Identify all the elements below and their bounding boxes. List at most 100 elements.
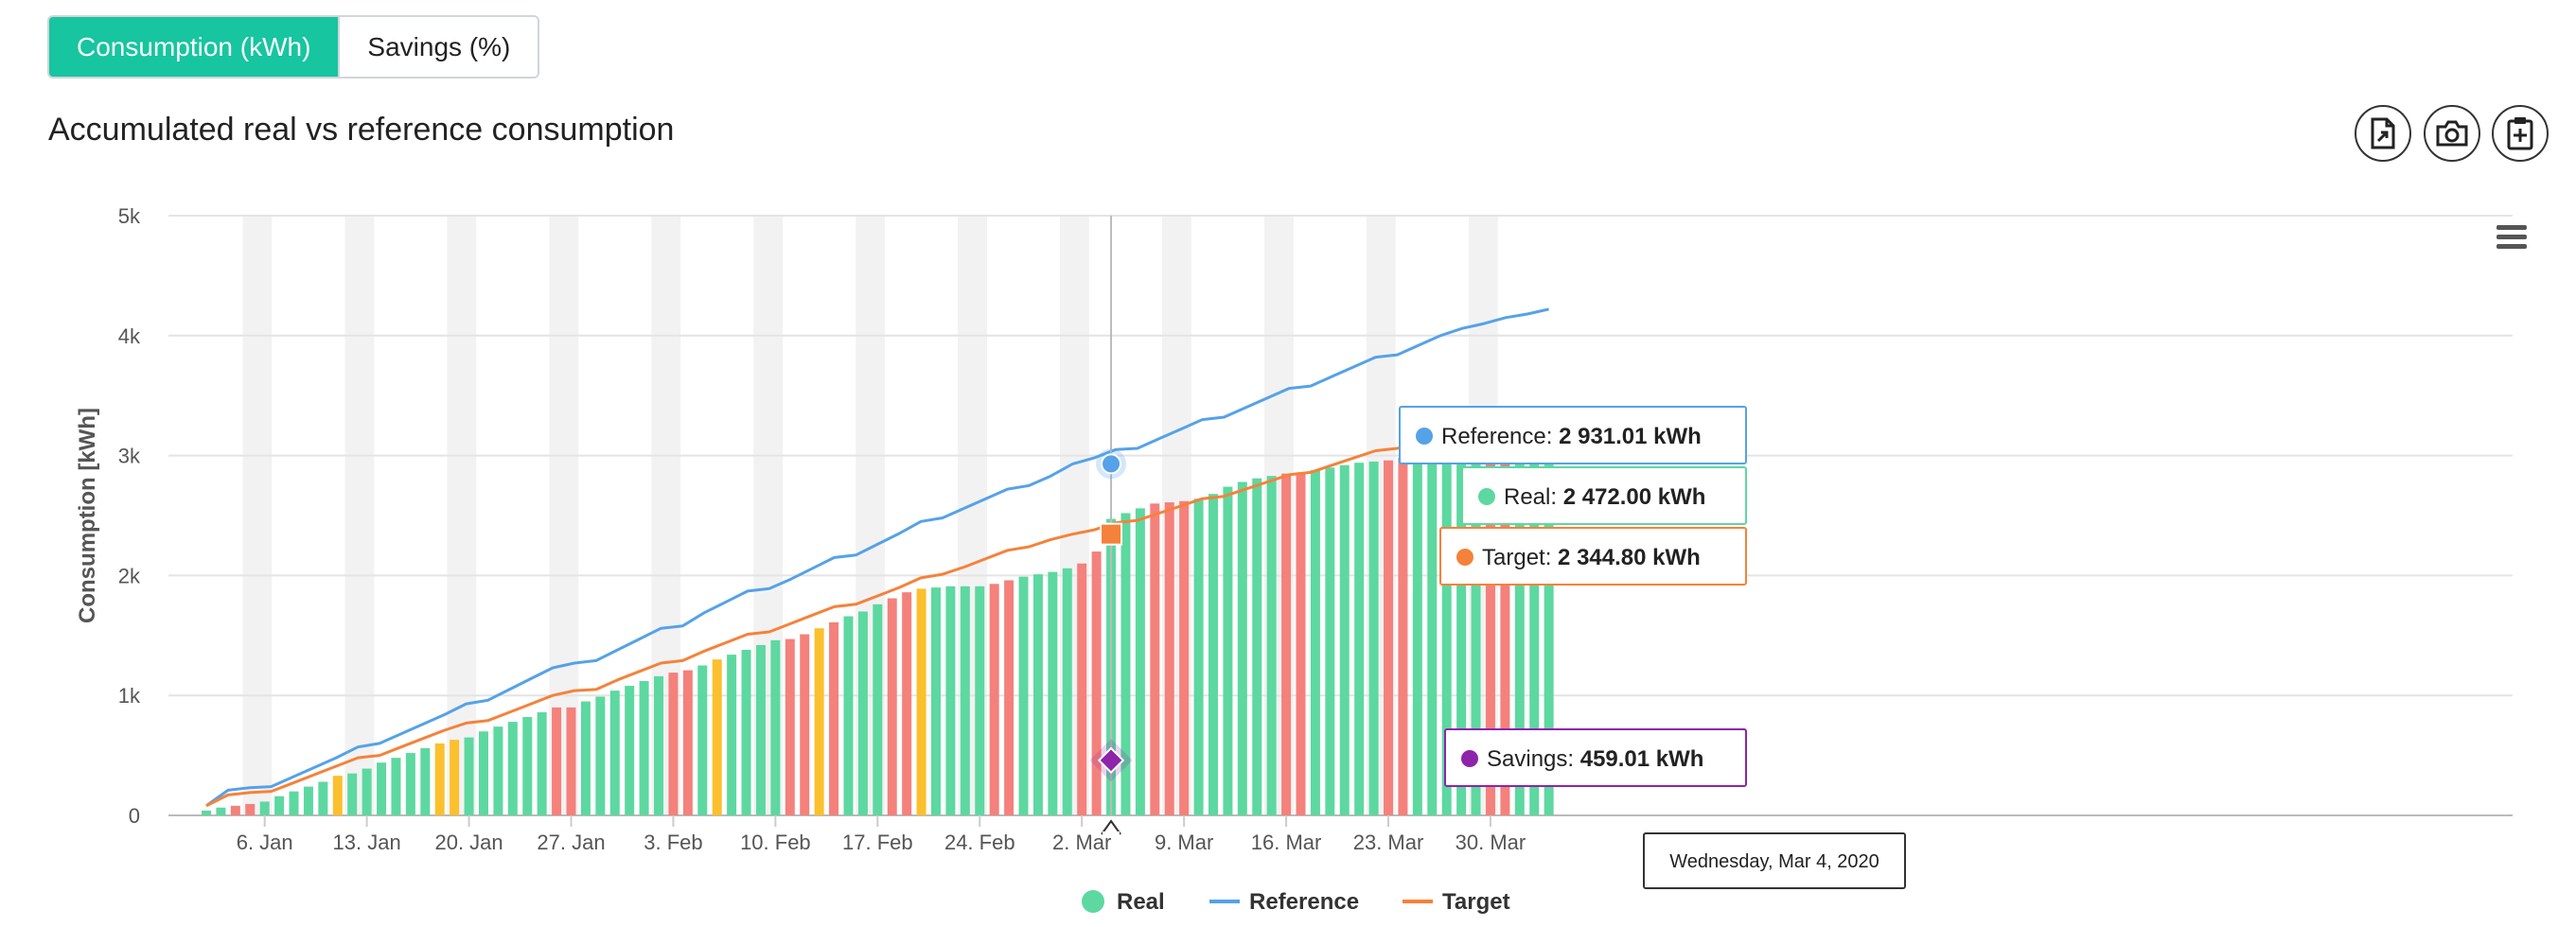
real-bar xyxy=(1310,469,1320,815)
real-bar xyxy=(450,740,460,815)
y-tick-label: 1k xyxy=(118,684,141,708)
real-bar xyxy=(843,616,854,815)
reference-line xyxy=(205,307,1549,808)
real-bar xyxy=(274,796,285,815)
real-bar xyxy=(625,686,635,815)
real-bar xyxy=(1427,455,1438,815)
reference-tooltip-dot xyxy=(1416,428,1433,445)
tab-savings[interactable]: Savings (%) xyxy=(338,17,538,77)
y-axis-title: Consumption [kWh] xyxy=(75,408,100,623)
real-tooltip-value: 2 472.00 kWh xyxy=(1563,484,1706,510)
legend-item-reference[interactable]: Reference xyxy=(1209,889,1359,915)
real-bar xyxy=(318,781,328,815)
export-file-icon xyxy=(2371,117,2395,149)
x-tick-label: 2. Mar xyxy=(1052,831,1111,854)
real-bar xyxy=(960,586,970,815)
reference-tooltip-box xyxy=(1399,406,1747,464)
x-tick-label: 6. Jan xyxy=(237,831,293,854)
x-tick-label: 17. Feb xyxy=(842,831,913,854)
real-bar xyxy=(770,639,781,815)
reference-tooltip: Reference: 2 931.01 kWh xyxy=(1399,406,1747,464)
real-bar xyxy=(887,598,897,815)
real-bar xyxy=(755,644,766,815)
export-button[interactable] xyxy=(2355,105,2411,162)
real-bar xyxy=(1500,446,1510,815)
real-tooltip-label: Real: xyxy=(1504,484,1563,510)
y-tick-label: 4k xyxy=(118,324,141,348)
tab-consumption[interactable]: Consumption (kWh) xyxy=(49,17,339,77)
legend-item-real[interactable]: Real xyxy=(1082,889,1165,915)
x-tick-label: 16. Mar xyxy=(1251,831,1322,854)
real-bar xyxy=(1266,476,1277,815)
x-tick-label: 3. Feb xyxy=(644,831,702,854)
savings-tooltip-box xyxy=(1444,728,1747,787)
x-tick-label: 10. Feb xyxy=(740,831,811,854)
real-bar xyxy=(1412,456,1422,815)
real-bar xyxy=(1018,576,1029,815)
x-tick-label: 20. Jan xyxy=(434,831,503,854)
x-tick-label: 13. Jan xyxy=(333,831,401,854)
screenshot-button[interactable] xyxy=(2424,105,2480,162)
real-bar xyxy=(829,621,839,815)
real-bar xyxy=(1544,438,1554,815)
real-bar xyxy=(289,791,299,815)
real-bar xyxy=(1237,481,1247,815)
real-tooltip: Real: 2 472.00 kWh xyxy=(1461,466,1747,525)
real-bar xyxy=(785,638,795,815)
real-bar xyxy=(931,587,941,815)
real-bar xyxy=(697,665,708,815)
real-bar xyxy=(1032,574,1043,815)
hamburger-bar xyxy=(2497,225,2527,230)
real-bar xyxy=(303,786,313,815)
real-bar xyxy=(1179,500,1190,815)
weekend-band xyxy=(242,216,273,815)
real-bar xyxy=(609,691,620,815)
legend-item-target[interactable]: Target xyxy=(1403,889,1510,915)
real-bar xyxy=(1441,451,1452,815)
real-bar xyxy=(595,696,606,815)
legend-label: Real xyxy=(1117,889,1165,915)
real-bar xyxy=(1048,571,1058,815)
real-bar xyxy=(1091,551,1102,815)
real-bar xyxy=(873,603,883,815)
real-bar xyxy=(362,768,372,815)
real-bar xyxy=(639,680,649,815)
real-bar xyxy=(552,707,562,815)
real-bar xyxy=(1150,503,1160,815)
real-tooltip-text: Real: 2 472.00 kWh xyxy=(1504,484,1705,510)
real-bar xyxy=(916,588,926,815)
y-tick-label: 3k xyxy=(118,445,141,468)
target-tooltip-label: Target: xyxy=(1482,545,1558,570)
copy-button[interactable] xyxy=(2492,105,2549,162)
target-tooltip-dot xyxy=(1456,549,1473,566)
real-bar xyxy=(814,628,824,815)
x-tick-label: 9. Mar xyxy=(1155,831,1213,854)
real-bar xyxy=(654,675,664,815)
real-bar xyxy=(1398,458,1408,815)
real-bar xyxy=(1325,467,1335,815)
real-bar xyxy=(1164,502,1174,815)
x-tick-label: 24. Feb xyxy=(944,831,1015,854)
x-tick-label: 30. Mar xyxy=(1456,831,1526,854)
legend-label: Target xyxy=(1442,889,1510,915)
real-bar xyxy=(1471,447,1481,815)
target-marker xyxy=(1100,522,1123,546)
savings-marker xyxy=(1097,746,1125,774)
real-bar xyxy=(1120,513,1131,815)
weekend-band xyxy=(447,216,477,815)
real-bar xyxy=(1514,443,1525,815)
reference-tooltip-value: 2 931.01 kWh xyxy=(1559,424,1702,449)
reference-marker xyxy=(1101,453,1122,475)
real-bar xyxy=(493,726,503,815)
legend-marker xyxy=(1082,890,1104,913)
real-bar xyxy=(332,776,343,815)
legend-label: Reference xyxy=(1249,889,1359,915)
real-tooltip-dot xyxy=(1478,488,1495,505)
real-bar xyxy=(989,584,999,815)
real-bar xyxy=(857,611,868,815)
target-line xyxy=(205,411,1549,808)
target-tooltip-value: 2 344.80 kWh xyxy=(1558,545,1701,570)
target-tooltip-box xyxy=(1439,527,1747,586)
reference-tooltip-text: Reference: 2 931.01 kWh xyxy=(1441,424,1702,449)
hamburger-menu-icon[interactable] xyxy=(2497,225,2527,249)
